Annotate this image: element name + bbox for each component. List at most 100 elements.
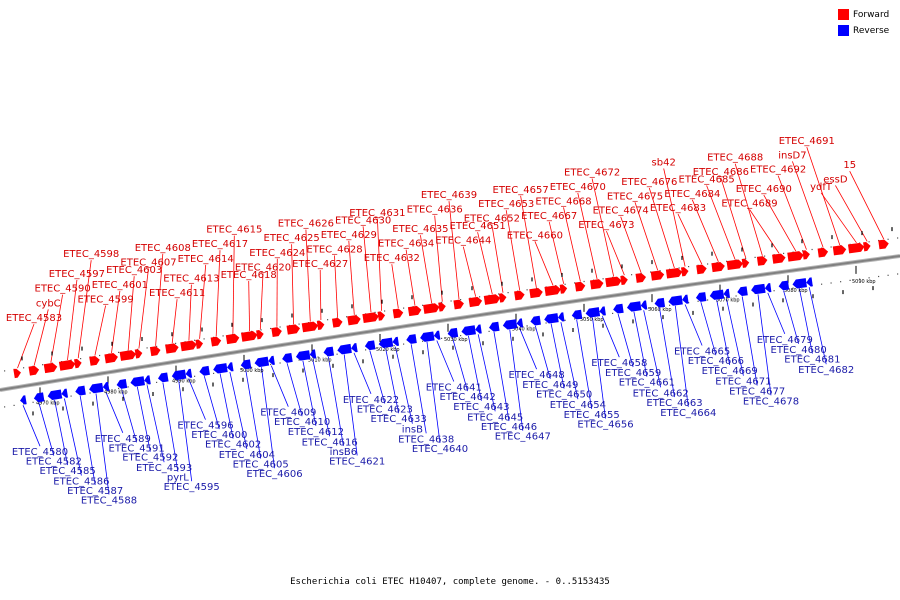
leader-line: [188, 378, 206, 420]
forward-track-dot: [707, 263, 709, 265]
reverse-gene-label: ETEC_4604: [219, 450, 275, 461]
forward-track-dot: [374, 311, 376, 313]
leader-line: [633, 311, 648, 377]
forward-track-dot: [422, 304, 424, 306]
reverse-track-dot: [450, 336, 452, 338]
reverse-gene-label: ETEC_4666: [688, 356, 744, 367]
leader-line: [520, 195, 537, 288]
leader-line: [95, 393, 110, 495]
forward-gene-label: 15: [843, 160, 856, 171]
reverse-gene: [33, 392, 45, 403]
reverse-track-dot: [23, 403, 25, 405]
forward-gene-label: ETEC_4674: [593, 206, 649, 217]
leader-line: [548, 221, 565, 284]
forward-track-dot: [688, 266, 690, 268]
leader-line: [452, 337, 468, 392]
reverse-gene: [226, 362, 234, 372]
forward-gene: [772, 253, 786, 264]
reverse-gene-label: ETEC_4610: [274, 417, 330, 428]
leader-line: [509, 329, 524, 431]
forward-gene: [787, 251, 804, 262]
leader-line: [94, 305, 106, 356]
forward-gene: [453, 299, 464, 310]
forward-track-dot: [260, 329, 262, 331]
leader-line: [648, 187, 675, 269]
forward-gene: [589, 279, 604, 290]
forward-gene-label: ETEC_4599: [78, 295, 134, 306]
scale-tick-label: 4990 kbp: [172, 379, 196, 385]
reverse-gene: [489, 321, 500, 332]
reverse-gene: [682, 294, 689, 304]
forward-gene: [514, 290, 525, 301]
forward-gene-label: ETEC_4689: [721, 198, 777, 209]
reverse-track-dot: [317, 356, 319, 358]
forward-track-dot: [42, 364, 44, 366]
leader-line: [491, 224, 504, 293]
reverse-track-dot: [583, 316, 585, 319]
forward-gene: [559, 284, 568, 294]
leader-line: [353, 352, 372, 395]
forward-track-dot: [4, 370, 6, 372]
forward-gene-label: ETEC_4672: [564, 168, 620, 179]
gene-labels: ETEC_4583 cybC ETEC_4590 ETEC_4597 ETEC_4598…: [6, 136, 856, 506]
leader-line: [385, 348, 399, 414]
forward-gene: [89, 355, 100, 366]
reverse-gene-label: ETEC_4671: [715, 377, 771, 388]
reverse-gene-label: ETEC_4647: [495, 432, 551, 443]
reverse-gene-label: ETEC_4661: [619, 378, 675, 389]
leader-line: [305, 229, 311, 322]
leader-line: [477, 232, 493, 295]
forward-track-dot: [830, 246, 832, 248]
leader-line: [162, 382, 179, 472]
forward-gene: [802, 250, 810, 260]
leader-line: [67, 279, 78, 361]
reverse-gene-label: ETEC_4623: [357, 405, 413, 416]
reverse-track-dot: [70, 395, 72, 397]
reverse-gene: [20, 395, 27, 405]
forward-gene-label: ETEC_4683: [650, 203, 706, 214]
forward-gene: [43, 362, 58, 374]
forward-gene: [240, 330, 258, 342]
forward-gene-label: ETEC_4617: [192, 239, 248, 250]
reverse-gene-label: pyrL: [167, 473, 189, 484]
forward-track-dot: [498, 293, 500, 295]
forward-track-dot: [526, 289, 528, 291]
reverse-track-dot: [868, 277, 870, 279]
reverse-gene: [792, 278, 807, 289]
reverse-track-dot: [612, 312, 614, 314]
reverse-gene: [295, 350, 311, 361]
forward-gene: [104, 353, 118, 364]
reverse-gene-label: ETEC_4621: [329, 456, 385, 467]
scale-tick-label: 4980 kbp: [104, 389, 128, 395]
reverse-track-dot: [89, 392, 91, 394]
reverse-gene-label: ETEC_4658: [591, 358, 647, 369]
reverse-gene-label: ETEC_4585: [40, 466, 96, 477]
forward-gene: [347, 315, 361, 326]
reverse-track-dot: [118, 387, 120, 389]
leader-line: [462, 246, 477, 297]
forward-gene-label: cybC: [36, 298, 61, 309]
forward-gene-label: ETEC_4657: [493, 185, 549, 196]
forward-gene: [165, 343, 179, 354]
forward-gene-label: ETEC_4634: [378, 239, 434, 250]
forward-gene-label: ETEC_4685: [679, 175, 735, 186]
leader-line: [634, 202, 659, 271]
leader-line: [286, 363, 303, 417]
reverse-track-dot: [840, 281, 842, 283]
leader-line: [17, 323, 35, 369]
reverse-track-dot: [897, 273, 899, 275]
reverse-gene: [585, 307, 601, 318]
reverse-gene-label: ETEC_4595: [164, 482, 220, 493]
reverse-gene-label: ETEC_4643: [453, 402, 509, 413]
reverse-track-dot: [279, 362, 281, 364]
reverse-track-dot: [32, 401, 34, 403]
leader-line: [111, 290, 121, 353]
leader-line: [620, 216, 642, 273]
reverse-track-dot: [336, 353, 338, 355]
forward-gene: [756, 256, 768, 266]
reverse-gene-label: ETEC_4650: [536, 390, 592, 401]
leader-line: [606, 230, 625, 276]
leader-line: [677, 213, 703, 265]
reverse-gene-label: ETEC_4655: [564, 410, 620, 421]
reverse-gene: [378, 337, 394, 349]
